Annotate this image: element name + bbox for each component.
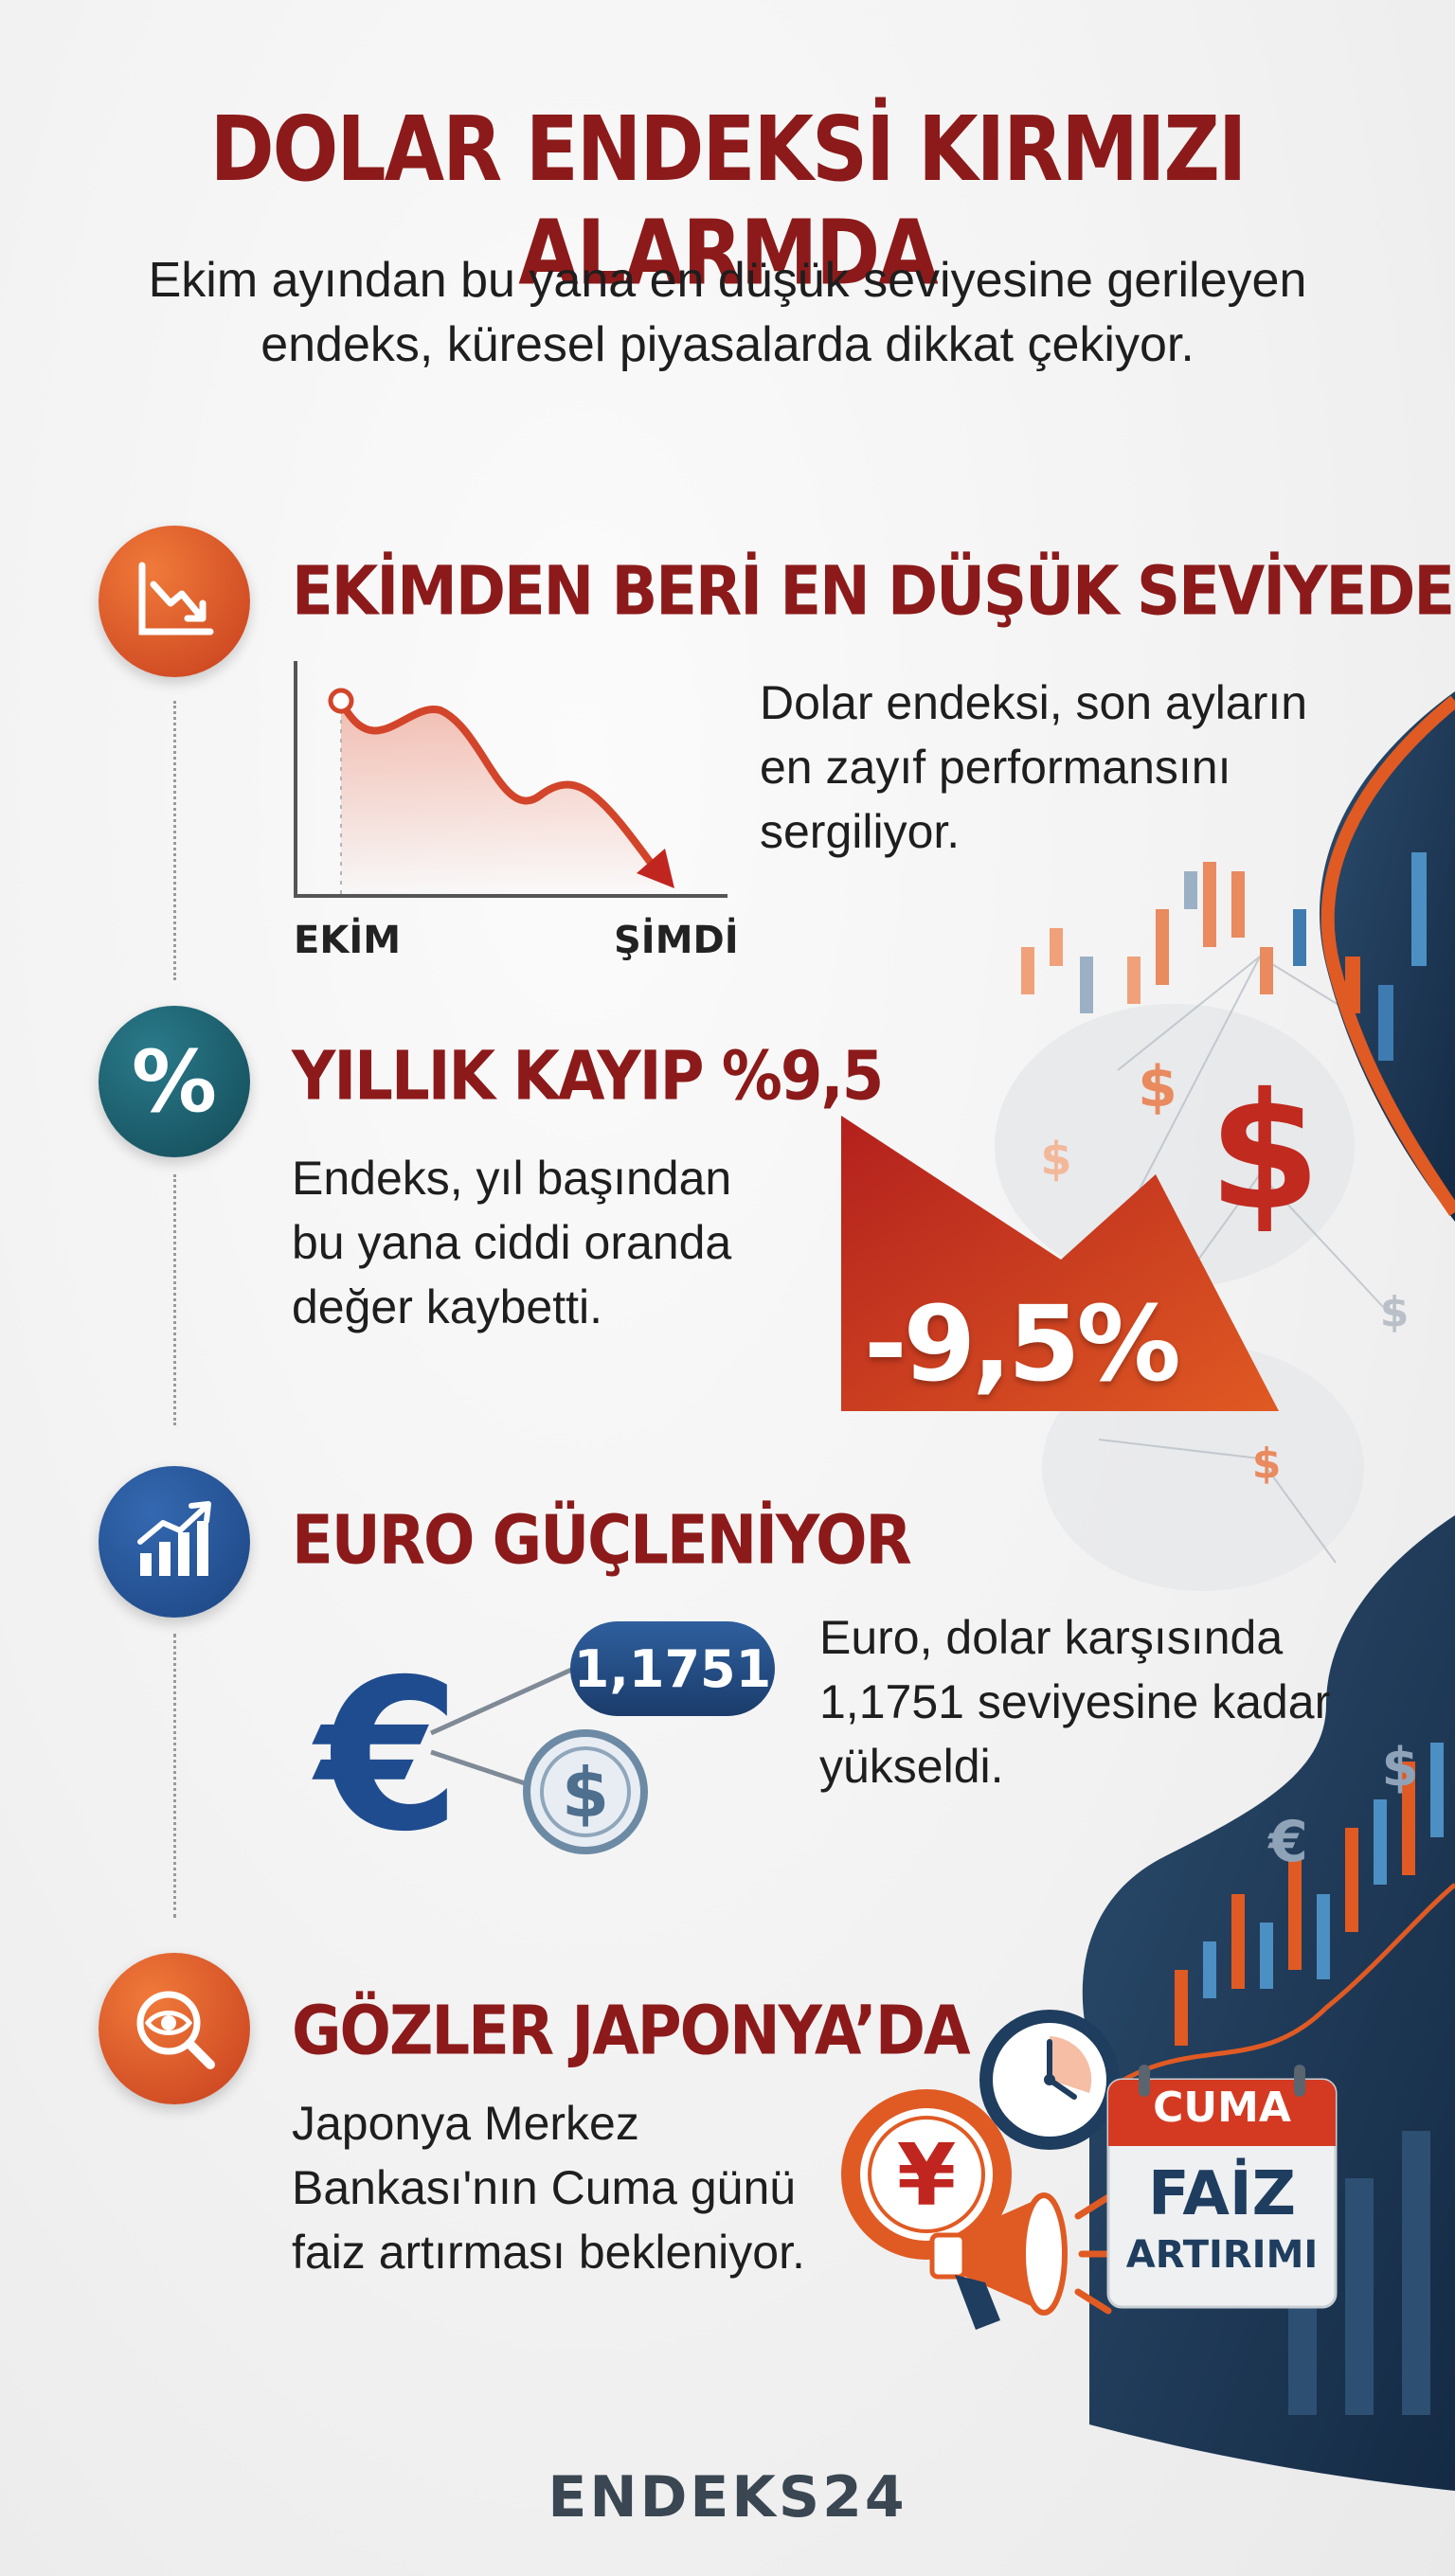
text-line: değer kaybetti. bbox=[292, 1280, 602, 1333]
timeline-connector bbox=[173, 1634, 176, 1918]
section-text-japan: Japonya Merkez Bankası'nın Cuma günü fai… bbox=[292, 2091, 805, 2284]
decline-line-chart bbox=[294, 661, 728, 898]
text-line: Endeks, yıl başından bbox=[292, 1152, 732, 1205]
timeline-connector bbox=[173, 701, 176, 980]
bar-chart-up-icon bbox=[99, 1466, 250, 1618]
page-title: DOLAR ENDEKSİ KIRMIZI ALARMDA bbox=[209, 98, 1248, 306]
text-line: 1,1751 seviyesine kadar bbox=[819, 1675, 1331, 1728]
svg-text:¥: ¥ bbox=[897, 2126, 957, 2226]
text-line: Dolar endeksi, son ayların bbox=[760, 676, 1308, 729]
eye-magnifier-icon bbox=[99, 1953, 250, 2104]
svg-text:$: $ bbox=[1380, 1288, 1410, 1336]
calendar-subtitle: ARTIRIMI bbox=[1125, 2233, 1319, 2277]
svg-text:€: € bbox=[1266, 1809, 1308, 1875]
euro-dollar-graphic: € $ bbox=[311, 1635, 648, 1856]
text-line: bu yana ciddi oranda bbox=[292, 1216, 732, 1269]
calendar-title: FAİZ bbox=[1147, 2159, 1297, 2229]
svg-text:$: $ bbox=[1209, 1059, 1320, 1246]
section-text-annual-loss: Endeks, yıl başından bu yana ciddi orand… bbox=[292, 1146, 731, 1339]
section-text-euro: Euro, dolar karşısında 1,1751 seviyesine… bbox=[819, 1605, 1330, 1798]
section-heading-annual-loss: YILLIK KAYIP %9,5 bbox=[292, 1037, 884, 1117]
section-heading-japan: GÖZLER JAPONYA’DA bbox=[292, 1992, 970, 2071]
svg-text:$: $ bbox=[1138, 1054, 1177, 1120]
subtitle-line-1: Ekim ayından bu yana en düşük seviyesine… bbox=[148, 253, 1307, 308]
page-subtitle: Ekim ayından bu yana en düşük seviyesine… bbox=[95, 248, 1360, 377]
percent-icon: % bbox=[99, 1006, 250, 1157]
chart-label-start: EKİM bbox=[294, 919, 402, 962]
svg-text:$: $ bbox=[1382, 1737, 1419, 1798]
section-text-lowest-level: Dolar endeksi, son ayların en zayıf perf… bbox=[760, 671, 1307, 864]
text-line: en zayıf performansını bbox=[760, 741, 1231, 794]
subtitle-line-2: endeks, küresel piyasalarda dikkat çekiy… bbox=[260, 317, 1195, 372]
svg-text:$: $ bbox=[1252, 1440, 1282, 1488]
section-heading-euro: EURO GÜÇLENİYOR bbox=[292, 1501, 912, 1581]
text-line: sergiliyor. bbox=[760, 805, 961, 858]
chart-label-end: ŞİMDİ bbox=[614, 919, 739, 962]
text-line: faiz artırması bekleniyor. bbox=[292, 2226, 805, 2279]
calendar-day-label: CUMA bbox=[1153, 2084, 1291, 2132]
svg-text:€: € bbox=[311, 1635, 460, 1856]
timeline-connector bbox=[173, 1174, 176, 1425]
svg-text:$: $ bbox=[562, 1753, 609, 1833]
brand-logo: ENDEKS24 bbox=[548, 2464, 907, 2531]
trend-down-icon bbox=[99, 526, 250, 677]
text-line: Bankası'nın Cuma günü bbox=[292, 2161, 797, 2214]
euro-rate-pill: 1,1751 bbox=[570, 1621, 775, 1716]
svg-text:$: $ bbox=[1040, 1133, 1071, 1186]
text-line: yükseldi. bbox=[819, 1740, 1004, 1793]
japan-rate-illustration: ¥ bbox=[841, 2010, 1338, 2330]
text-line: Japonya Merkez bbox=[292, 2097, 639, 2150]
loss-badge: -9,5% bbox=[864, 1283, 1181, 1404]
section-heading-lowest-level: EKİMDEN BERİ EN DÜŞÜK SEVİYEDE bbox=[292, 552, 1455, 632]
text-line: Euro, dolar karşısında bbox=[819, 1611, 1284, 1664]
